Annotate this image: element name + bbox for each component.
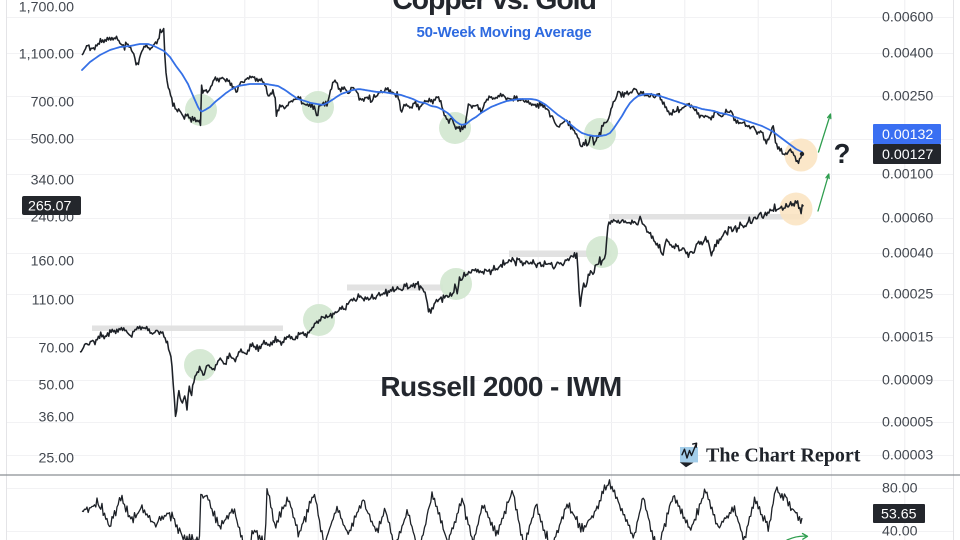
svg-text:265.07: 265.07 — [28, 199, 72, 215]
svg-text:36.00: 36.00 — [38, 410, 74, 426]
svg-text:160.00: 160.00 — [31, 254, 75, 270]
svg-text:0.00003: 0.00003 — [882, 448, 933, 464]
svg-text:0.00009: 0.00009 — [882, 373, 933, 389]
svg-text:70.00: 70.00 — [38, 341, 74, 357]
svg-text:1,100.00: 1,100.00 — [19, 47, 74, 63]
svg-text:Copper vs. Gold: Copper vs. Gold — [392, 0, 596, 16]
svg-text:500.00: 500.00 — [31, 132, 75, 148]
svg-text:0.00005: 0.00005 — [882, 415, 933, 431]
svg-text:50-Week Moving Average: 50-Week Moving Average — [416, 24, 591, 41]
svg-text:0.00015: 0.00015 — [882, 330, 933, 346]
svg-text:The Chart Report: The Chart Report — [706, 445, 861, 467]
svg-text:0.00127: 0.00127 — [882, 147, 933, 163]
svg-text:40.00: 40.00 — [882, 524, 918, 540]
svg-text:0.00132: 0.00132 — [882, 127, 933, 143]
svg-text:?: ? — [834, 138, 851, 169]
svg-text:0.00025: 0.00025 — [882, 287, 933, 303]
svg-text:110.00: 110.00 — [32, 293, 74, 309]
svg-text:53.65: 53.65 — [881, 507, 917, 523]
svg-text:0.00040: 0.00040 — [882, 246, 933, 262]
svg-text:80.00: 80.00 — [882, 481, 918, 497]
svg-text:0.00100: 0.00100 — [882, 167, 933, 183]
svg-text:0.00250: 0.00250 — [882, 89, 933, 105]
svg-text:0.00060: 0.00060 — [882, 211, 933, 227]
svg-text:0.00400: 0.00400 — [882, 46, 933, 62]
svg-text:0.00600: 0.00600 — [882, 10, 933, 26]
svg-text:Russell 2000 - IWM: Russell 2000 - IWM — [380, 371, 621, 402]
svg-text:25.00: 25.00 — [38, 451, 74, 467]
svg-text:700.00: 700.00 — [31, 95, 75, 111]
svg-text:50.00: 50.00 — [38, 378, 74, 394]
svg-text:340.00: 340.00 — [31, 173, 75, 189]
svg-text:1,700.00: 1,700.00 — [19, 0, 74, 16]
